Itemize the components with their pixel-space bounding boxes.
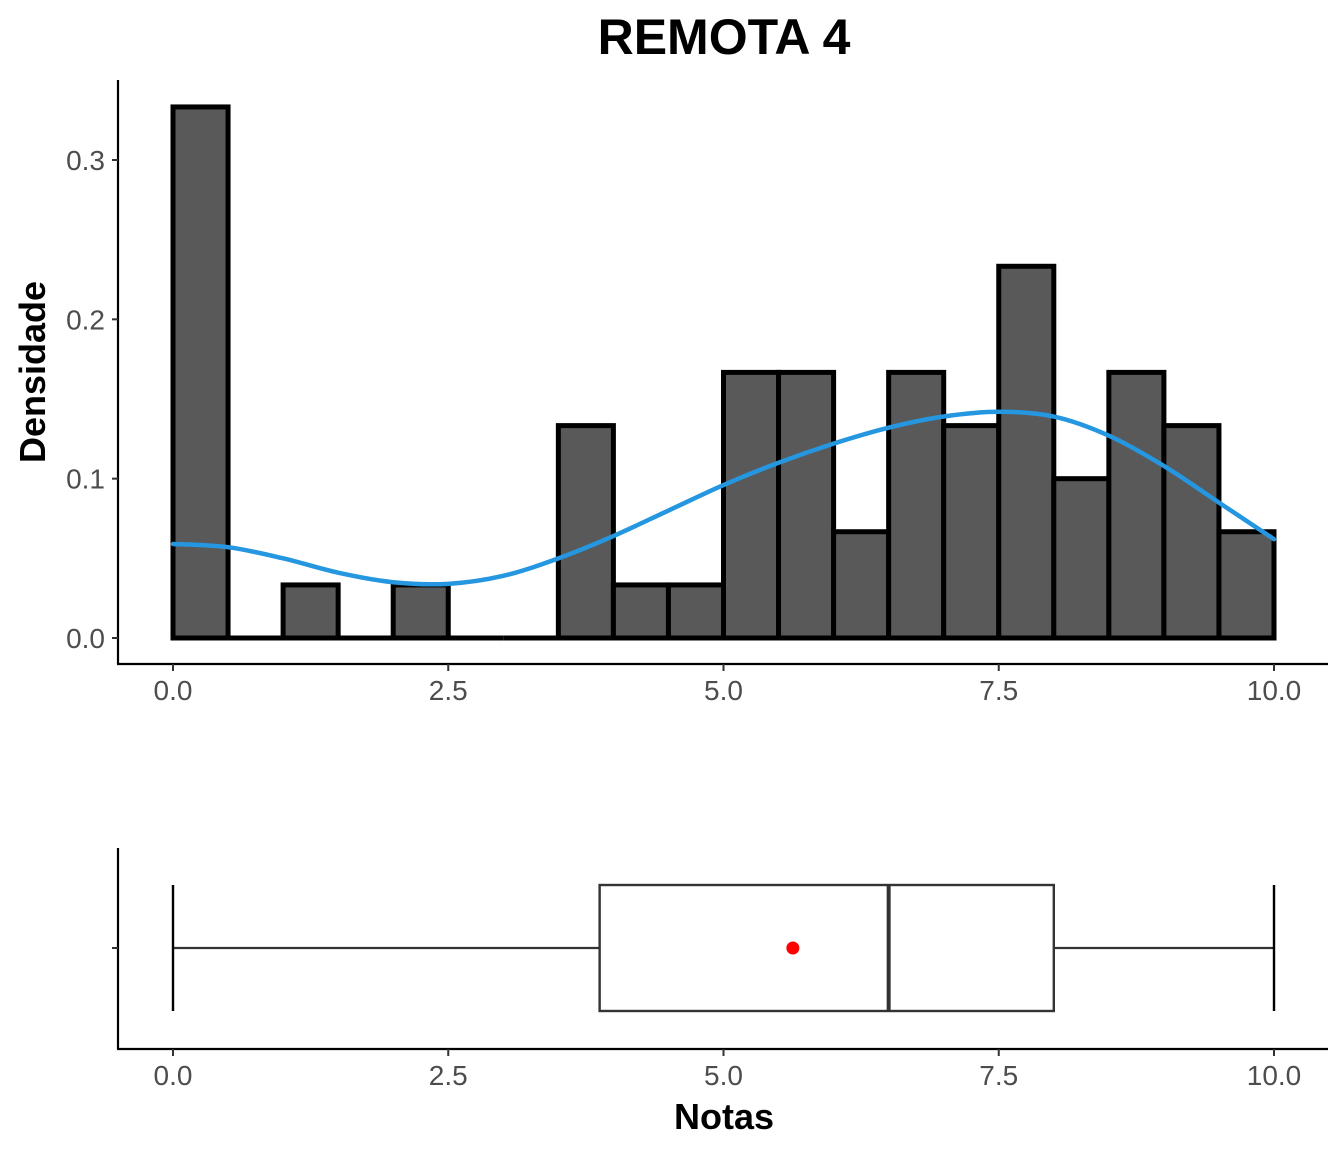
histogram-bar bbox=[555, 423, 616, 641]
histogram-bar bbox=[996, 263, 1057, 641]
x-tick-label: 7.5 bbox=[979, 675, 1018, 706]
x-tick-label: 2.5 bbox=[429, 1060, 468, 1091]
chart-title: REMOTA 4 bbox=[598, 9, 851, 65]
boxplot-box bbox=[598, 883, 1056, 1013]
histogram-bar bbox=[390, 582, 451, 641]
density-curve bbox=[170, 409, 1277, 587]
histogram-bar bbox=[831, 529, 892, 641]
histogram-bar bbox=[886, 369, 947, 641]
histogram-bar bbox=[280, 582, 341, 641]
x-tick-label: 0.0 bbox=[154, 1060, 193, 1091]
x-tick-label: 0.0 bbox=[154, 675, 193, 706]
histogram-bar bbox=[1216, 529, 1277, 641]
histogram-bars bbox=[170, 104, 1277, 641]
histogram-bar bbox=[1106, 369, 1167, 641]
boxplot-panel: 0.0 2.5 5.0 7.5 10.0 Notas bbox=[112, 848, 1328, 1137]
histogram-bar bbox=[776, 369, 837, 641]
y-tick-label: 0.3 bbox=[66, 145, 105, 176]
y-axis-title: Densidade bbox=[12, 281, 53, 463]
histogram-bar bbox=[941, 423, 1002, 641]
x-tick-label: 5.0 bbox=[704, 675, 743, 706]
histogram-bar bbox=[1051, 476, 1112, 641]
y-tick-label: 0.0 bbox=[66, 623, 105, 654]
x-axis-title: Notas bbox=[674, 1096, 774, 1137]
x-tick-label: 10.0 bbox=[1247, 1060, 1302, 1091]
x-tick-label: 2.5 bbox=[429, 675, 468, 706]
boxplot-x-ticks: 0.0 2.5 5.0 7.5 10.0 bbox=[154, 1049, 1302, 1091]
y-tick-label: 0.1 bbox=[66, 464, 105, 495]
boxplot-mean-point bbox=[786, 941, 800, 955]
histogram-bar bbox=[721, 369, 782, 641]
histogram-bar bbox=[170, 104, 231, 641]
histogram-panel: 0.0 0.1 0.2 0.3 0.0 2.5 5.0 7.5 10.0 Densidade bbox=[12, 80, 1328, 706]
histogram-bar bbox=[665, 582, 727, 641]
histogram-x-ticks: 0.0 2.5 5.0 7.5 10.0 bbox=[154, 664, 1302, 706]
x-tick-label: 7.5 bbox=[979, 1060, 1018, 1091]
x-tick-label: 10.0 bbox=[1247, 675, 1302, 706]
histogram-y-ticks: 0.0 0.1 0.2 0.3 bbox=[66, 145, 118, 654]
x-tick-label: 5.0 bbox=[704, 1060, 743, 1091]
histogram-bar bbox=[610, 582, 671, 641]
y-tick-label: 0.2 bbox=[66, 304, 105, 335]
histogram-bar bbox=[1161, 423, 1222, 641]
